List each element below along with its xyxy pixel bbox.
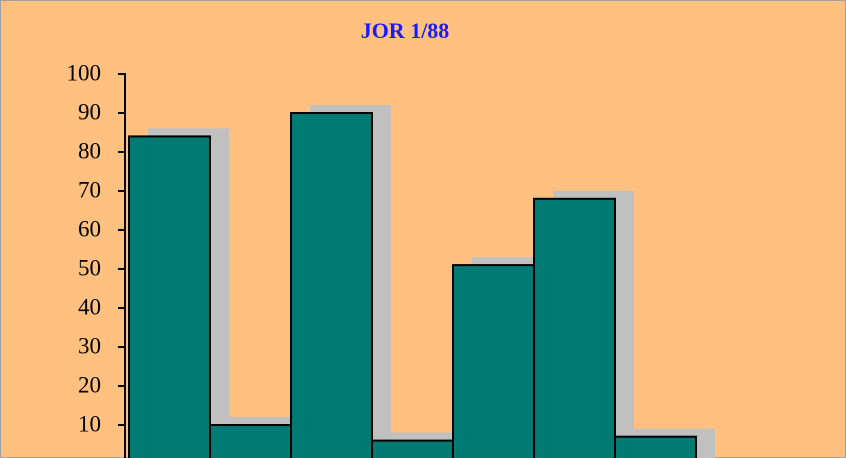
bar bbox=[452, 264, 535, 458]
y-tick-label: 50 bbox=[78, 255, 101, 280]
chart-title: JOR 1/88 bbox=[361, 18, 450, 43]
bar bbox=[371, 439, 454, 458]
y-tick-label: 60 bbox=[78, 216, 101, 241]
bar bbox=[290, 112, 373, 458]
y-tick-label: 30 bbox=[78, 333, 101, 358]
y-tick-label: 40 bbox=[78, 294, 101, 319]
y-tick-label: 90 bbox=[78, 99, 101, 124]
bar bbox=[533, 197, 616, 458]
y-tick-label: 80 bbox=[78, 138, 101, 163]
bar bbox=[614, 435, 697, 458]
y-tick-label: 10 bbox=[78, 411, 101, 436]
y-tick-label: 20 bbox=[78, 372, 101, 397]
bar bbox=[209, 424, 292, 458]
y-tick-label: 100 bbox=[67, 60, 102, 85]
y-tick-label: 70 bbox=[78, 177, 101, 202]
bar bbox=[128, 135, 211, 458]
